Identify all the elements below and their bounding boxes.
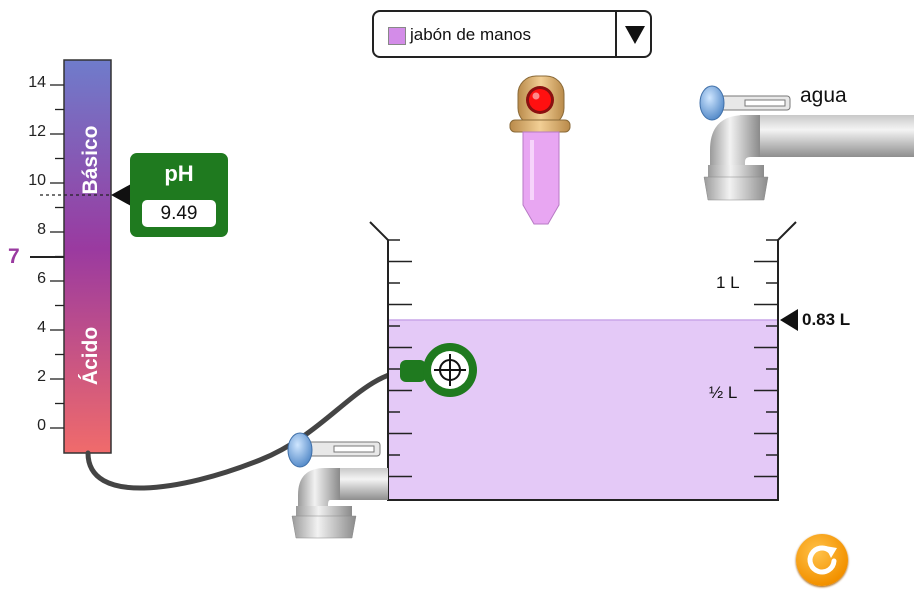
ph-meter-value: 9.49 (142, 200, 216, 227)
ph-meter-display: pH 9.49 (130, 153, 228, 237)
ph-scale-ticks (50, 84, 64, 429)
acidic-label: Ácido (79, 327, 102, 385)
drain-faucet (291, 468, 388, 539)
volume-pointer (780, 309, 798, 331)
ph-scale-bar (63, 59, 112, 454)
neutral-label: 7 (8, 245, 20, 268)
ph-probe[interactable] (400, 343, 477, 397)
solute-color-swatch (388, 27, 406, 45)
solute-dropdown[interactable]: jabón de manos (372, 10, 652, 58)
beaker-ticks (388, 239, 778, 478)
ph-tick-label-14: 14 (28, 74, 46, 91)
ph-meter-title: pH (164, 161, 194, 186)
ph-tick-label-6: 6 (37, 270, 46, 287)
solute-dropdown-label: jabón de manos (410, 25, 531, 44)
volume-readout: 0.83 L (802, 310, 851, 329)
beaker (369, 221, 797, 501)
current-ph-pointer (111, 184, 131, 206)
ph-tick-label-8: 8 (37, 221, 46, 238)
beaker-mark-1l: 1 L (716, 273, 740, 292)
probe-cable (85, 367, 415, 491)
ph-tick-label-0: 0 (37, 417, 46, 434)
dropper-button[interactable] (526, 86, 554, 114)
reset-button[interactable] (796, 534, 848, 586)
drain-faucet-handle[interactable] (287, 432, 381, 468)
basic-label: Básico (79, 126, 102, 195)
dropdown-divider (615, 12, 617, 56)
chevron-down-icon[interactable] (625, 26, 645, 44)
reset-icon (807, 545, 837, 575)
water-faucet-handle[interactable] (699, 85, 791, 121)
ph-scale: Básico Ácido (30, 59, 131, 454)
ph-tick-label-4: 4 (37, 319, 46, 336)
ph-tick-label-12: 12 (28, 123, 46, 140)
water-faucet (703, 115, 914, 201)
water-faucet-label: agua (800, 84, 847, 107)
beaker-mark-half-l: ½ L (709, 383, 738, 402)
ph-tick-label-10: 10 (28, 172, 46, 189)
ph-tick-label-2: 2 (37, 368, 46, 385)
